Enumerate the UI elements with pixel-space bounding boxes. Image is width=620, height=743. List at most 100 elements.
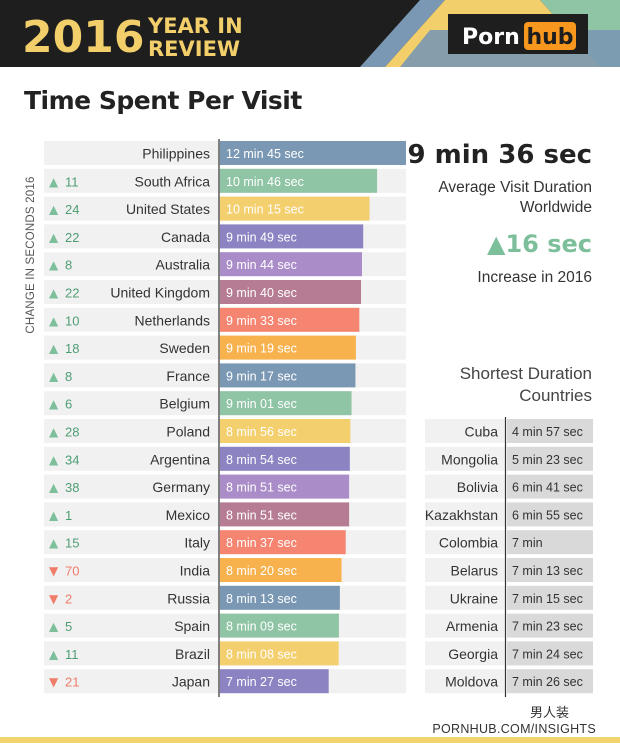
bar-value-label: 8 min 08 sec xyxy=(226,647,297,661)
bar xyxy=(220,168,378,193)
watermark-text: 男人装 xyxy=(527,702,573,721)
shortest-duration-cell xyxy=(507,502,593,527)
shortest-duration-cell xyxy=(507,613,593,638)
bar-value-label: 12 min 45 sec xyxy=(226,147,304,161)
shortest-duration-label: 7 min xyxy=(512,536,543,550)
change-up-icon: ▲ xyxy=(49,425,59,439)
change-up-icon: ▲ xyxy=(49,397,59,411)
bar xyxy=(220,446,350,471)
category-label: Australia xyxy=(156,257,211,273)
category-label: Spain xyxy=(174,618,210,634)
shortest-row-background xyxy=(425,419,505,443)
bar-value-label: 9 min 40 sec xyxy=(226,286,297,300)
category-label: Poland xyxy=(166,424,210,440)
bar xyxy=(220,391,352,416)
bar xyxy=(220,252,362,277)
shortest-row-background xyxy=(425,669,505,694)
header-banner: 2016 YEAR IN REVIEW Porn hub xyxy=(0,0,620,67)
category-label: Philippines xyxy=(142,146,210,162)
shortest-duration-label: 7 min 26 sec xyxy=(512,675,583,689)
bar-value-label: 8 min 20 sec xyxy=(226,564,297,578)
bar-value-label: 9 min 17 sec xyxy=(226,369,297,383)
shortest-duration-cell xyxy=(507,585,593,610)
shortest-duration-cell xyxy=(507,446,593,471)
header-subtitle-line2: REVIEW xyxy=(148,37,240,61)
shortest-duration-label: 7 min 24 sec xyxy=(512,647,583,661)
shortest-row-background xyxy=(425,502,505,527)
category-label: South Africa xyxy=(135,173,211,189)
change-up-icon: ▲ xyxy=(49,508,59,522)
bar-value-label: 10 min 15 sec xyxy=(226,203,304,217)
change-label: 28 xyxy=(65,425,79,440)
change-down-icon: ▼ xyxy=(49,592,59,606)
shortest-country-label: Belarus xyxy=(451,563,498,579)
change-label: 38 xyxy=(65,480,79,495)
shortest-row-background xyxy=(425,474,505,499)
change-up-icon: ▲ xyxy=(49,258,59,272)
shortest-duration-cell xyxy=(507,419,593,443)
change-label: 5 xyxy=(65,619,72,634)
brand-hub-box xyxy=(524,22,576,50)
change-label: 34 xyxy=(65,452,79,467)
change-up-icon: ▲ xyxy=(49,536,59,550)
change-up-icon: ▲ xyxy=(49,230,59,244)
category-label: Belgium xyxy=(159,396,210,412)
shortest-row-background xyxy=(425,530,505,555)
chart-title: Time Spent Per Visit xyxy=(24,86,302,115)
bar xyxy=(220,141,406,165)
bar-value-label: 9 min 33 sec xyxy=(226,314,297,328)
change-label: 22 xyxy=(65,230,79,245)
category-label: Italy xyxy=(184,535,210,551)
category-label: Sweden xyxy=(159,340,210,356)
change-up-icon: ▲ xyxy=(49,481,59,495)
change-label: 11 xyxy=(65,647,79,662)
average-duration-value: 9 min 36 sec xyxy=(407,140,592,170)
header-subtitle-line1: YEAR IN xyxy=(147,14,243,38)
footer-stripe xyxy=(0,737,620,743)
category-label: Russia xyxy=(167,590,210,606)
shortest-row-background xyxy=(425,585,505,610)
change-label: 1 xyxy=(65,508,72,523)
shortest-duration-label: 4 min 57 sec xyxy=(512,425,583,439)
shortest-country-label: Colombia xyxy=(439,535,498,551)
change-label: 24 xyxy=(65,202,79,217)
bar xyxy=(220,613,339,638)
change-up-icon: ▲ xyxy=(49,620,59,634)
shortest-heading-line1: Shortest Duration xyxy=(459,364,592,383)
category-label: India xyxy=(180,563,211,579)
shortest-duration-cell xyxy=(507,530,593,555)
bar-value-label: 8 min 37 sec xyxy=(226,536,297,550)
change-label: 11 xyxy=(65,174,79,189)
header-year: 2016 xyxy=(22,12,144,63)
shortest-country-label: Bolivia xyxy=(457,479,498,495)
bar xyxy=(220,419,351,443)
bar-value-label: 8 min 09 sec xyxy=(226,620,297,634)
bar xyxy=(220,280,362,304)
shortest-duration-label: 7 min 15 sec xyxy=(512,592,583,606)
change-down-icon: ▼ xyxy=(49,675,59,689)
change-label: 8 xyxy=(65,369,72,384)
shortest-country-label: Moldova xyxy=(445,674,498,690)
bar xyxy=(220,335,356,360)
change-up-icon: ▲ xyxy=(49,175,59,189)
shortest-row-background xyxy=(425,558,505,582)
shortest-row-background xyxy=(425,446,505,471)
category-label: United States xyxy=(126,201,210,217)
shortest-duration-label: 6 min 41 sec xyxy=(512,481,583,495)
change-label: 21 xyxy=(65,675,79,690)
bar xyxy=(220,558,342,582)
shortest-duration-label: 5 min 23 sec xyxy=(512,453,583,467)
category-label: Brazil xyxy=(175,646,210,662)
bar xyxy=(220,502,350,527)
change-up-icon: ▲ xyxy=(49,342,59,356)
category-label: Argentina xyxy=(150,451,210,467)
shortest-duration-cell xyxy=(507,669,593,694)
shortest-duration-cell xyxy=(507,641,593,666)
bar-value-label: 9 min 44 sec xyxy=(226,258,297,272)
bar xyxy=(220,585,340,610)
shortest-duration-cell xyxy=(507,558,593,582)
increase-label: Increase in 2016 xyxy=(477,269,592,286)
shortest-country-label: Georgia xyxy=(448,646,498,662)
change-label: 8 xyxy=(65,258,72,273)
